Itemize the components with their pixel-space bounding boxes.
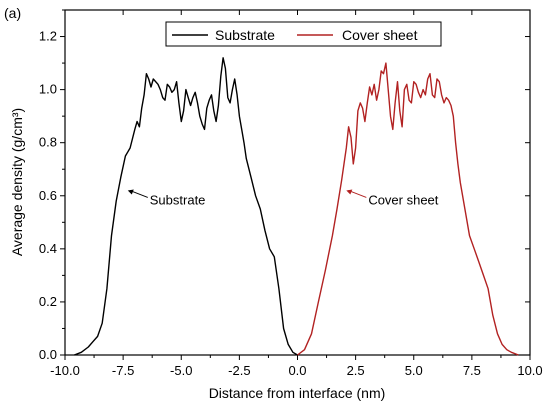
legend-box <box>165 21 442 47</box>
annotation-label: Substrate <box>150 192 206 207</box>
y-tick-label: 1.2 <box>39 29 57 44</box>
x-tick-label: -7.5 <box>112 363 134 378</box>
annotation-arrowhead <box>127 189 134 195</box>
legend: Substrate Cover sheet <box>165 21 442 47</box>
x-tick-label: 7.5 <box>463 363 481 378</box>
x-tick-label: 2.5 <box>347 363 365 378</box>
panel-label: (a) <box>4 5 21 21</box>
legend-label: Substrate <box>215 27 275 43</box>
series-layer <box>74 57 519 356</box>
legend-label: Cover sheet <box>342 27 418 43</box>
y-axis-title: Average density (g/cm³) <box>9 108 25 256</box>
y-tick-label: 0.8 <box>39 135 57 150</box>
x-tick-label: 10.0 <box>517 363 542 378</box>
x-tick-label: 5.0 <box>405 363 423 378</box>
annotation-label: Cover sheet <box>368 192 438 207</box>
series-line-cover-sheet <box>297 62 519 356</box>
x-tick-label: 0.0 <box>288 363 306 378</box>
y-tick-label: 0.6 <box>39 188 57 203</box>
x-axis-title: Distance from interface (nm) <box>209 385 386 401</box>
x-axis: -10.0 -7.5 -5.0 -2.5 0.0 2.5 5.0 7.5 10.0 <box>50 10 543 378</box>
x-tick-label: -2.5 <box>228 363 250 378</box>
series-line-substrate <box>74 57 298 356</box>
y-axis: 0.0 0.2 0.4 0.6 0.8 1.0 1.2 <box>39 9 530 362</box>
y-tick-label: 0.2 <box>39 294 57 309</box>
y-tick-label: 1.0 <box>39 82 57 97</box>
x-tick-label: -5.0 <box>170 363 192 378</box>
x-tick-label: -10.0 <box>50 363 80 378</box>
y-tick-label: 0.4 <box>39 241 57 256</box>
annotation-layer: Substrate Cover sheet <box>127 189 439 207</box>
annotation-arrowhead <box>346 189 353 195</box>
y-tick-label: 0.0 <box>39 347 57 362</box>
